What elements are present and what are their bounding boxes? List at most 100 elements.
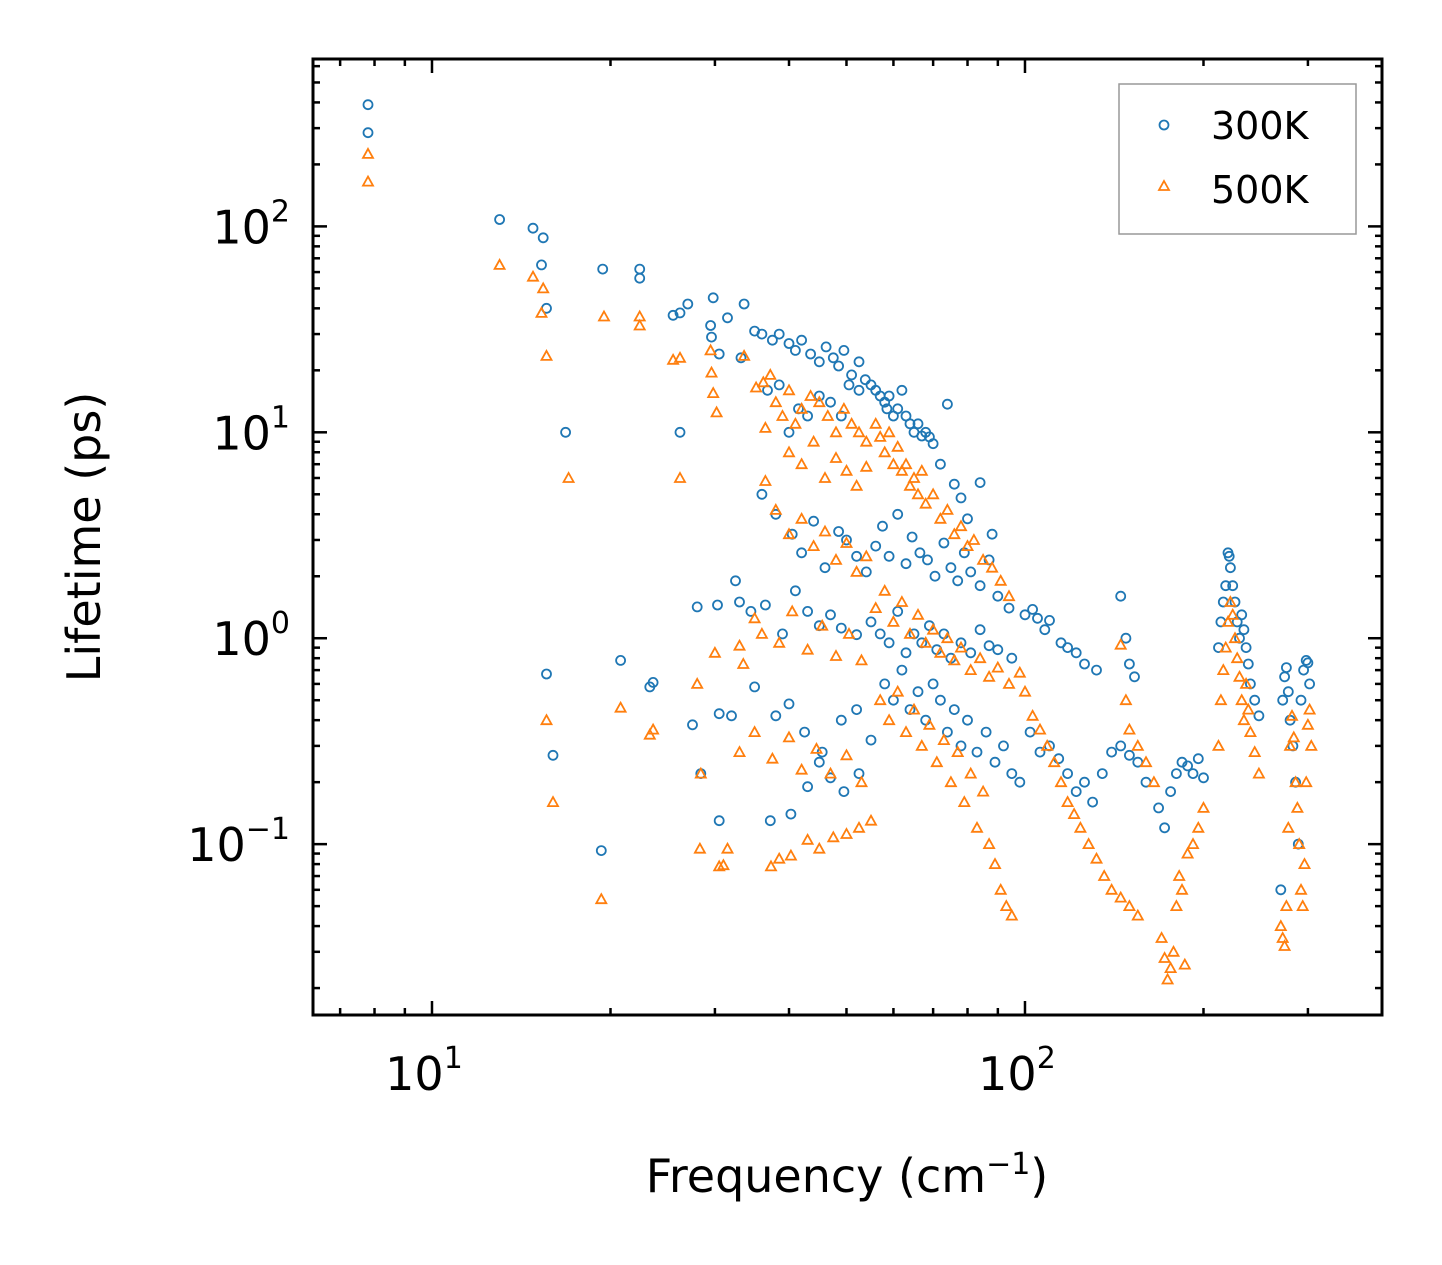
data-point [820,341,832,353]
data-point [1026,708,1040,721]
data-point [693,841,707,854]
data-point [839,536,854,548]
data-point [991,660,1005,673]
data-point [597,263,609,275]
data-point [694,766,708,779]
data-point [738,298,750,310]
data-point [546,795,560,807]
data-point [1238,624,1250,636]
data-point [881,403,893,415]
data-point [992,644,1004,656]
data-point [940,631,954,644]
data-point [1223,595,1237,607]
data-point [899,725,913,737]
data-point [1182,760,1193,772]
data-point [1230,651,1244,664]
data-point [911,607,925,620]
data-point [883,637,895,649]
data-point [1153,802,1164,814]
data-point [1282,686,1294,698]
data-point [1070,786,1082,797]
data-point [1242,658,1254,670]
data-point [1237,713,1251,726]
legend-label-500k: 500K [1211,168,1310,212]
x-tick-labels: 101 102 [385,1041,1056,1101]
data-point [758,421,772,433]
data-point [843,379,855,391]
data-point [783,338,795,349]
data-point [748,611,762,624]
data-point [1281,662,1292,673]
data-point [1122,722,1136,735]
data-point [541,668,552,680]
data-point [785,604,799,617]
data-point [960,539,975,551]
data-point [829,649,843,661]
data-point [852,425,866,438]
data-point [1292,837,1306,849]
data-point [1159,822,1170,834]
data-point [1114,637,1128,650]
data-point [773,328,785,340]
data-point [756,328,768,340]
data-point [805,348,816,360]
data-point [1119,693,1133,706]
data-point [812,841,826,854]
data-point [965,647,977,659]
data-point [1062,768,1073,779]
data-point [846,369,857,381]
data-point [1243,725,1257,737]
data-point [361,174,375,187]
data-point [763,368,777,380]
data-point [1289,775,1303,788]
data-point [891,439,905,452]
data-point [989,756,1001,768]
data-point [1002,677,1016,689]
data-point [962,714,973,726]
data-point [362,99,374,111]
data-point [1287,730,1301,743]
data-point [852,820,866,833]
data-point [1115,590,1127,602]
data-point [900,647,912,659]
data-point [1079,658,1090,670]
data-point [859,549,873,562]
data-point [756,375,770,388]
data-point [957,795,971,807]
data-point [796,547,807,559]
data-points [361,99,1318,985]
data-point [720,841,735,854]
legend-marker-300k [1158,119,1170,131]
data-point [674,426,686,438]
data-point [954,640,968,653]
data-point [1155,931,1169,943]
data-point [859,459,873,472]
data-point [1039,624,1051,636]
data-point [795,511,809,524]
data-point [526,269,540,282]
data-point [1040,739,1054,751]
data-point [955,740,967,752]
data-point [964,663,978,675]
data-point [854,775,869,788]
data-point [812,395,826,408]
data-point [838,344,850,356]
data-point [687,719,698,731]
data-point [911,487,925,500]
data-point [748,725,762,737]
data-point [974,477,986,489]
data-point [850,565,864,577]
x-axis-label: Frequency (cm−1) [646,1147,1049,1203]
data-point [853,768,865,779]
data-point [838,786,850,797]
data-point [853,384,865,396]
data-point [1034,746,1046,758]
data-point [994,573,1008,586]
data-point [1300,655,1312,666]
data-point [1223,550,1235,562]
data-point [818,471,832,483]
data-point [974,624,986,636]
data-point [1228,631,1242,644]
data-point [745,606,757,617]
y-tick-label: 102 [212,194,290,254]
